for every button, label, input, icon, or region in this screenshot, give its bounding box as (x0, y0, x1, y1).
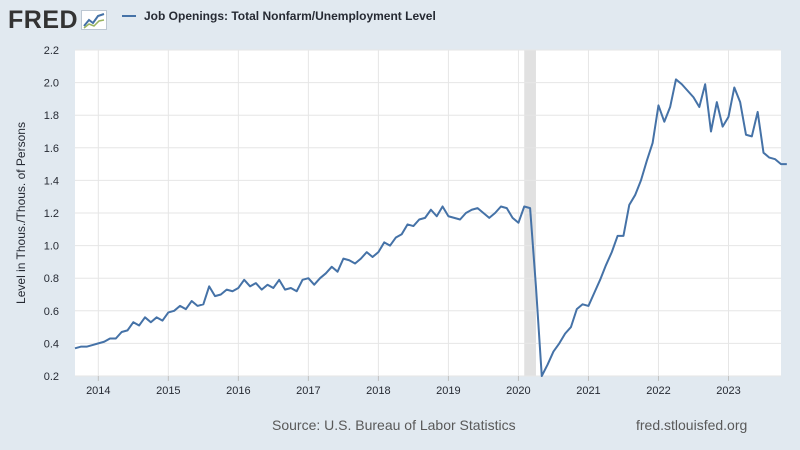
legend-series-label: Job Openings: Total Nonfarm/Unemployment… (144, 9, 436, 23)
x-tick-label: 2019 (436, 385, 460, 397)
x-tick-label: 2018 (366, 385, 390, 397)
chart-graph-icon (81, 10, 108, 30)
y-tick-label: 1.2 (44, 208, 59, 220)
y-tick-label: 1.8 (44, 110, 59, 122)
legend-line-swatch (122, 15, 136, 17)
y-tick-label: 2.0 (44, 78, 59, 90)
fred-logo[interactable]: FRED (8, 5, 108, 35)
x-tick-label: 2020 (506, 385, 530, 397)
x-tick-label: 2021 (576, 385, 600, 397)
source-attribution: Source: U.S. Bureau of Labor Statistics (272, 417, 516, 433)
x-tick-label: 2015 (156, 385, 180, 397)
y-tick-label: 0.2 (44, 371, 59, 383)
x-tick-label: 2017 (296, 385, 320, 397)
x-tick-label: 2014 (86, 385, 110, 397)
y-tick-label: 2.2 (44, 45, 59, 57)
fred-logo-text: FRED (8, 5, 79, 34)
y-tick-label: 1.4 (44, 175, 59, 187)
y-tick-label: 1.6 (44, 143, 59, 155)
y-tick-label: 0.4 (44, 338, 59, 350)
y-tick-label: 0.6 (44, 306, 59, 318)
series-line (74, 78, 787, 377)
x-tick-label: 2016 (226, 385, 250, 397)
x-tick-label: 2022 (646, 385, 670, 397)
y-tick-label: 1.0 (44, 241, 59, 253)
chart-legend: Job Openings: Total Nonfarm/Unemployment… (122, 9, 436, 23)
x-tick-label: 2023 (716, 385, 740, 397)
y-axis-label: Level in Thous./Thous. of Persons (14, 122, 28, 304)
site-link[interactable]: fred.stlouisfed.org (636, 417, 748, 433)
y-tick-label: 0.8 (44, 273, 59, 285)
